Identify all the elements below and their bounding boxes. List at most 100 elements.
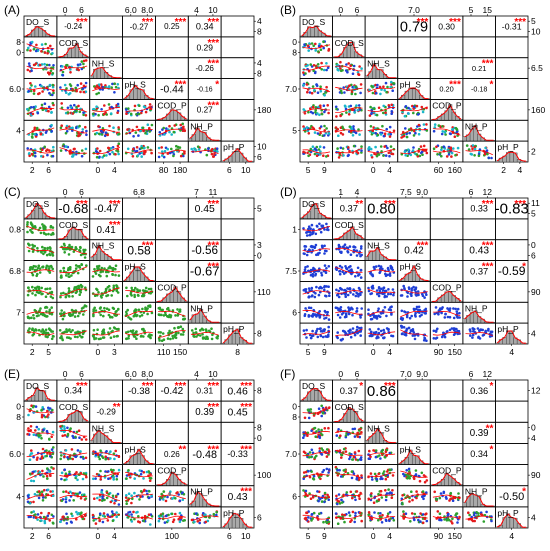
scatter-point [117,328,120,331]
scatter-point [457,492,460,495]
scatter-point [137,294,140,297]
scatter-point [65,328,68,331]
scatter-point [52,232,55,235]
scatter-point [118,503,121,506]
scatter-point [79,291,82,294]
scatter-point [417,334,420,337]
scatter-point [27,286,30,289]
scatter-point [30,449,33,452]
tick-label: 9.0 [416,187,428,197]
tick-label: 4 [194,5,199,15]
scatter-point [373,501,376,504]
scatter-point [102,315,105,318]
scatter-point [325,267,328,270]
scatter-point [422,498,425,501]
histogram-bar [311,27,315,36]
correlation-value: 0.37 [340,385,358,396]
scatter-point [77,272,80,275]
scatter-point [167,337,170,340]
significance-stars: *** [76,199,88,210]
scatter-point [113,458,116,461]
scatter-point [327,326,330,329]
scatter-point [76,336,79,339]
scatter-point [453,329,456,332]
scatter-point [158,147,161,150]
scatter-point [75,109,78,112]
scatter-point [376,114,379,117]
scatter-point [117,83,120,86]
scatter-point [33,480,36,483]
scatter-point [116,335,119,338]
tick-label: 0 [531,240,536,250]
scatter-point [114,450,117,453]
scatter-point [360,307,363,310]
scatter-point [339,67,342,70]
scatter-point [39,471,42,474]
scatter-point [320,415,323,418]
scatter-point [410,315,413,318]
scatter-point [306,434,309,437]
scatter-point [166,496,169,499]
tick-label: 6 [46,165,51,175]
scatter-point [352,327,355,330]
scatter-point [381,125,384,128]
significance-stars: *** [482,59,494,70]
significance-stars: * [490,381,494,392]
histogram-bar [514,153,518,162]
scatter-point [328,294,331,297]
scatter-point [305,65,308,68]
scatter-point [315,244,318,247]
scatter-point [43,232,46,235]
scatter-point [390,145,393,148]
scatter-point [181,491,184,494]
scatter-point [473,154,476,157]
scatter-point [30,106,33,109]
scatter-point [195,328,198,331]
scatter-point [401,503,404,506]
scatter-point [36,247,39,250]
matrix-cell [155,58,188,79]
scatter-point [404,127,407,130]
variable-label: pH_S [400,80,422,90]
scatter-point [342,154,345,157]
scatter-point [412,286,415,289]
histogram-bar [477,496,481,506]
scatter-point [52,515,55,518]
scatter-point [303,451,306,454]
scatter-point [342,133,345,136]
scatter-point [378,286,381,289]
scatter-point [314,111,317,114]
scatter-point [142,127,145,130]
scatter-point [171,335,174,338]
scatter-point [404,115,407,118]
matrix-cell [495,79,528,100]
scatter-point [101,499,104,502]
scatter-point [94,87,97,90]
scatter-point [410,490,413,493]
scatter-point [317,252,320,255]
scatter-point [210,327,213,330]
matrix-cell [123,141,156,162]
scatter-point [50,124,53,127]
matrix-cell [300,37,333,58]
scatter-point [421,153,424,156]
histogram-bar [71,48,75,58]
scatter-point [440,155,443,158]
scatter-point [215,336,218,339]
scatter-point [315,106,318,109]
scatter-point [385,478,388,481]
fit-line [303,45,330,49]
scatter-point [52,431,55,434]
tick-label: 2 [30,165,35,175]
scatter-point [379,267,382,270]
scatter-point [62,71,65,74]
tick-label: 2 [501,165,506,175]
scatter-point [303,471,306,474]
scatter-point [46,477,49,480]
scatter-point [130,502,133,505]
scatter-point [321,245,324,248]
scatter-point [369,328,372,331]
scatter-point [62,515,65,518]
scatter-point [65,145,68,148]
scatter-point [315,83,318,86]
